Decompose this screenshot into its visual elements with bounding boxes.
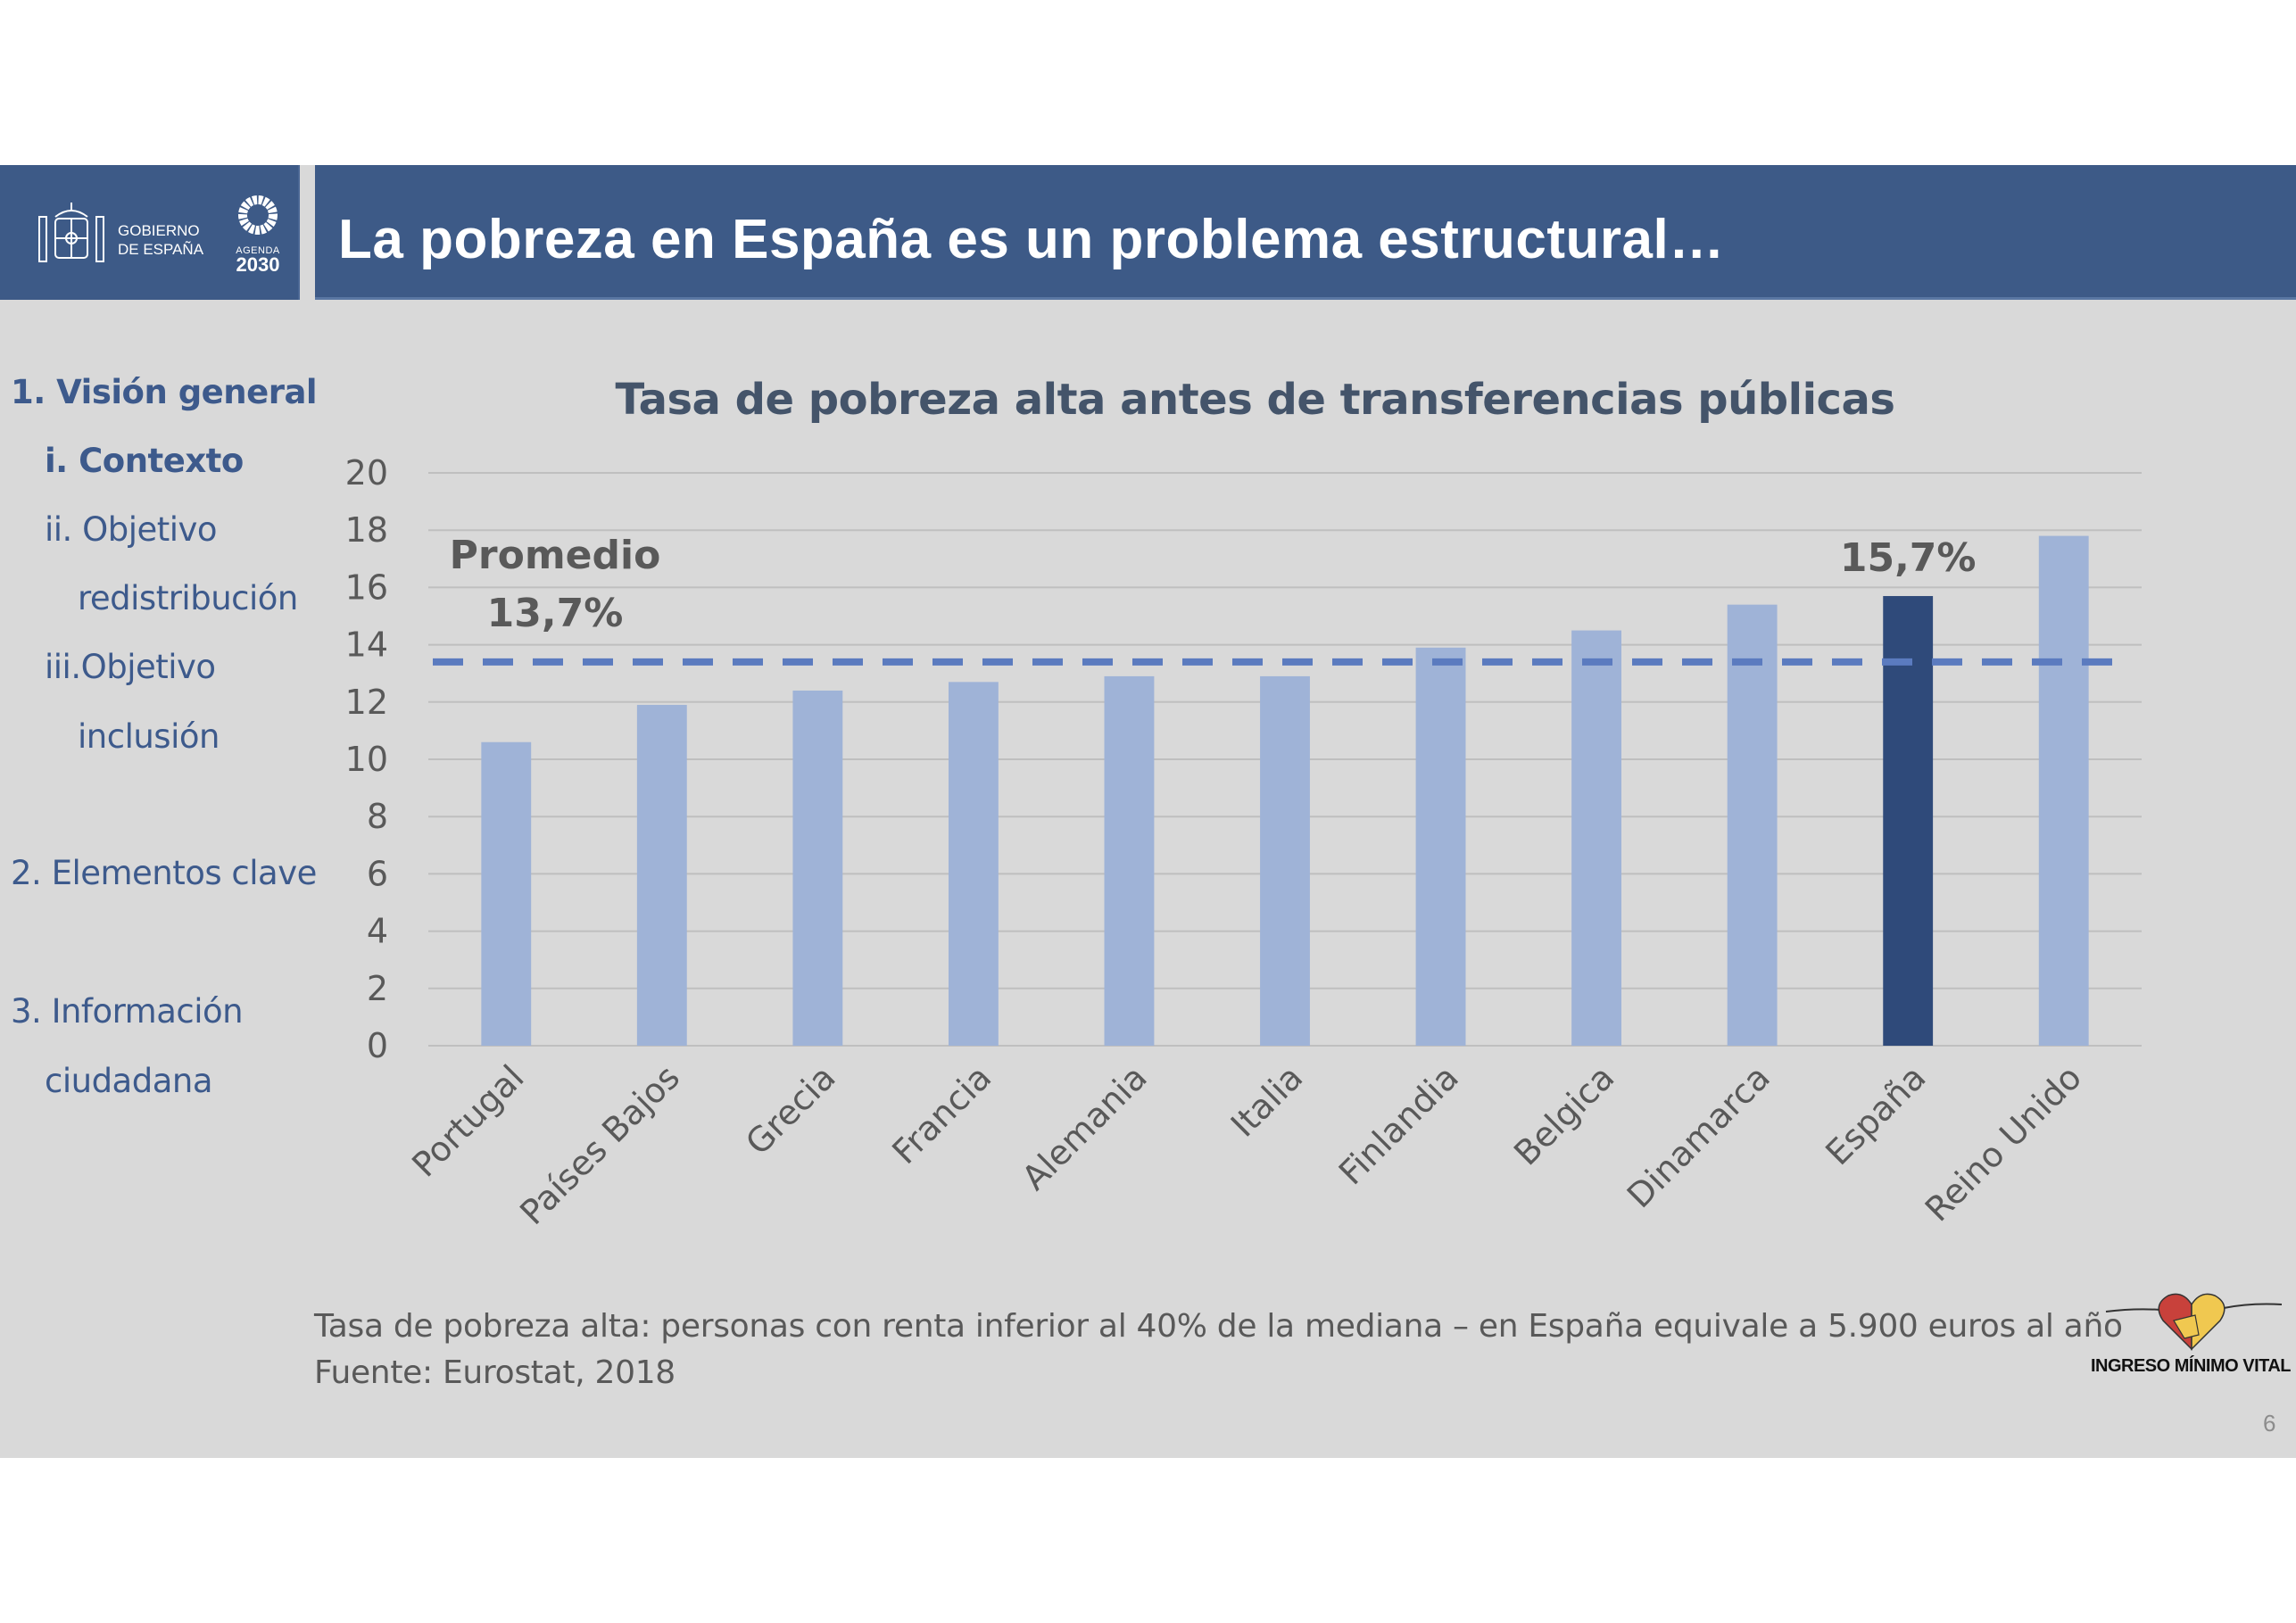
logo-line-2: DE ESPAÑA bbox=[118, 241, 204, 258]
spain-value-label: 15,7% bbox=[1840, 535, 1977, 581]
average-label: Promedio bbox=[450, 533, 661, 578]
x-tick-label: España bbox=[1818, 1057, 1933, 1172]
y-tick-label: 12 bbox=[345, 683, 388, 722]
sidebar-item-objetivo-inclusion-cont[interactable]: inclusión bbox=[78, 717, 220, 756]
average-value-label: 13,7% bbox=[487, 591, 624, 636]
x-tick-label: Dinamarca bbox=[1620, 1057, 1778, 1215]
header-logo-panel: GOBIERNO DE ESPAÑA AGENDA 2030 bbox=[0, 165, 300, 300]
bar-portugal bbox=[481, 741, 532, 1046]
chart-title: Tasa de pobreza alta antes de transferen… bbox=[615, 375, 1895, 425]
x-tick-label: Francia bbox=[884, 1057, 999, 1172]
bar-países-bajos bbox=[636, 705, 687, 1046]
bar-reino-unido bbox=[2038, 535, 2089, 1046]
bar-belgica bbox=[1571, 630, 1622, 1046]
x-tick-label: Belgica bbox=[1506, 1057, 1621, 1172]
agenda-year: 2030 bbox=[236, 253, 280, 276]
y-tick-label: 6 bbox=[367, 854, 388, 893]
ingreso-minimo-vital-logo-icon bbox=[2105, 1293, 2283, 1351]
sidebar-item-elementos-clave[interactable]: 2. Elementos clave bbox=[11, 854, 317, 892]
bar-finlandia bbox=[1415, 647, 1466, 1046]
x-tick-label: Italia bbox=[1223, 1057, 1310, 1144]
sidebar-item-vision-general[interactable]: 1. Visión general bbox=[11, 373, 318, 411]
y-tick-label: 14 bbox=[345, 625, 388, 665]
ingreso-minimo-vital-label: INGRESO MÍNIMO VITAL bbox=[2090, 1356, 2292, 1376]
bar-grecia bbox=[792, 690, 843, 1046]
sidebar-item-objetivo-redistribucion-cont[interactable]: redistribución bbox=[78, 579, 298, 617]
y-tick-label: 8 bbox=[367, 797, 388, 836]
bar-italia bbox=[1260, 675, 1310, 1046]
page-number: 6 bbox=[2263, 1410, 2276, 1437]
y-tick-label: 20 bbox=[345, 453, 388, 493]
y-tick-label: 0 bbox=[367, 1026, 388, 1065]
x-tick-label: Grecia bbox=[738, 1057, 843, 1163]
x-tick-label: Países Bajos bbox=[512, 1057, 687, 1232]
page-title: La pobreza en España es un problema estr… bbox=[338, 209, 1725, 270]
coat-of-arms-icon bbox=[38, 203, 104, 262]
header-title-panel: La pobreza en España es un problema estr… bbox=[315, 165, 2296, 300]
x-tick-label: Portugal bbox=[404, 1057, 531, 1184]
agenda-ring-icon bbox=[238, 195, 278, 235]
gobierno-logo-text: GOBIERNO DE ESPAÑA bbox=[118, 221, 203, 259]
x-tick-label: Reino Unido bbox=[1918, 1057, 2089, 1229]
x-tick-label: Alemania bbox=[1015, 1057, 1155, 1197]
bar-francia bbox=[948, 682, 999, 1046]
bar-dinamarca bbox=[1727, 604, 1778, 1046]
y-tick-label: 4 bbox=[367, 912, 388, 951]
sidebar-item-objetivo-inclusion[interactable]: iii.Objetivo bbox=[45, 648, 216, 686]
agenda-label: AGENDA bbox=[236, 245, 280, 256]
y-tick-label: 10 bbox=[345, 740, 388, 779]
sidebar-item-objetivo-redistribucion[interactable]: ii. Objetivo bbox=[45, 510, 218, 549]
footnote-definition: Tasa de pobreza alta: personas con renta… bbox=[314, 1308, 2123, 1345]
x-tick-label: Finlandia bbox=[1331, 1057, 1466, 1192]
logo-line-1: GOBIERNO bbox=[118, 222, 200, 239]
y-tick-label: 18 bbox=[345, 510, 388, 550]
bar-españa bbox=[1883, 596, 1934, 1046]
y-tick-label: 16 bbox=[345, 567, 388, 607]
sidebar-item-contexto[interactable]: i. Contexto bbox=[45, 442, 244, 480]
sidebar-item-informacion-ciudadana-cont[interactable]: ciudadana bbox=[45, 1062, 213, 1100]
y-tick-label: 2 bbox=[367, 969, 388, 1008]
sidebar-item-informacion-ciudadana[interactable]: 3. Información bbox=[11, 992, 244, 1031]
bar-alemania bbox=[1104, 675, 1155, 1046]
agenda-2030-logo: AGENDA 2030 bbox=[230, 195, 286, 284]
footnote-source: Fuente: Eurostat, 2018 bbox=[314, 1354, 676, 1391]
